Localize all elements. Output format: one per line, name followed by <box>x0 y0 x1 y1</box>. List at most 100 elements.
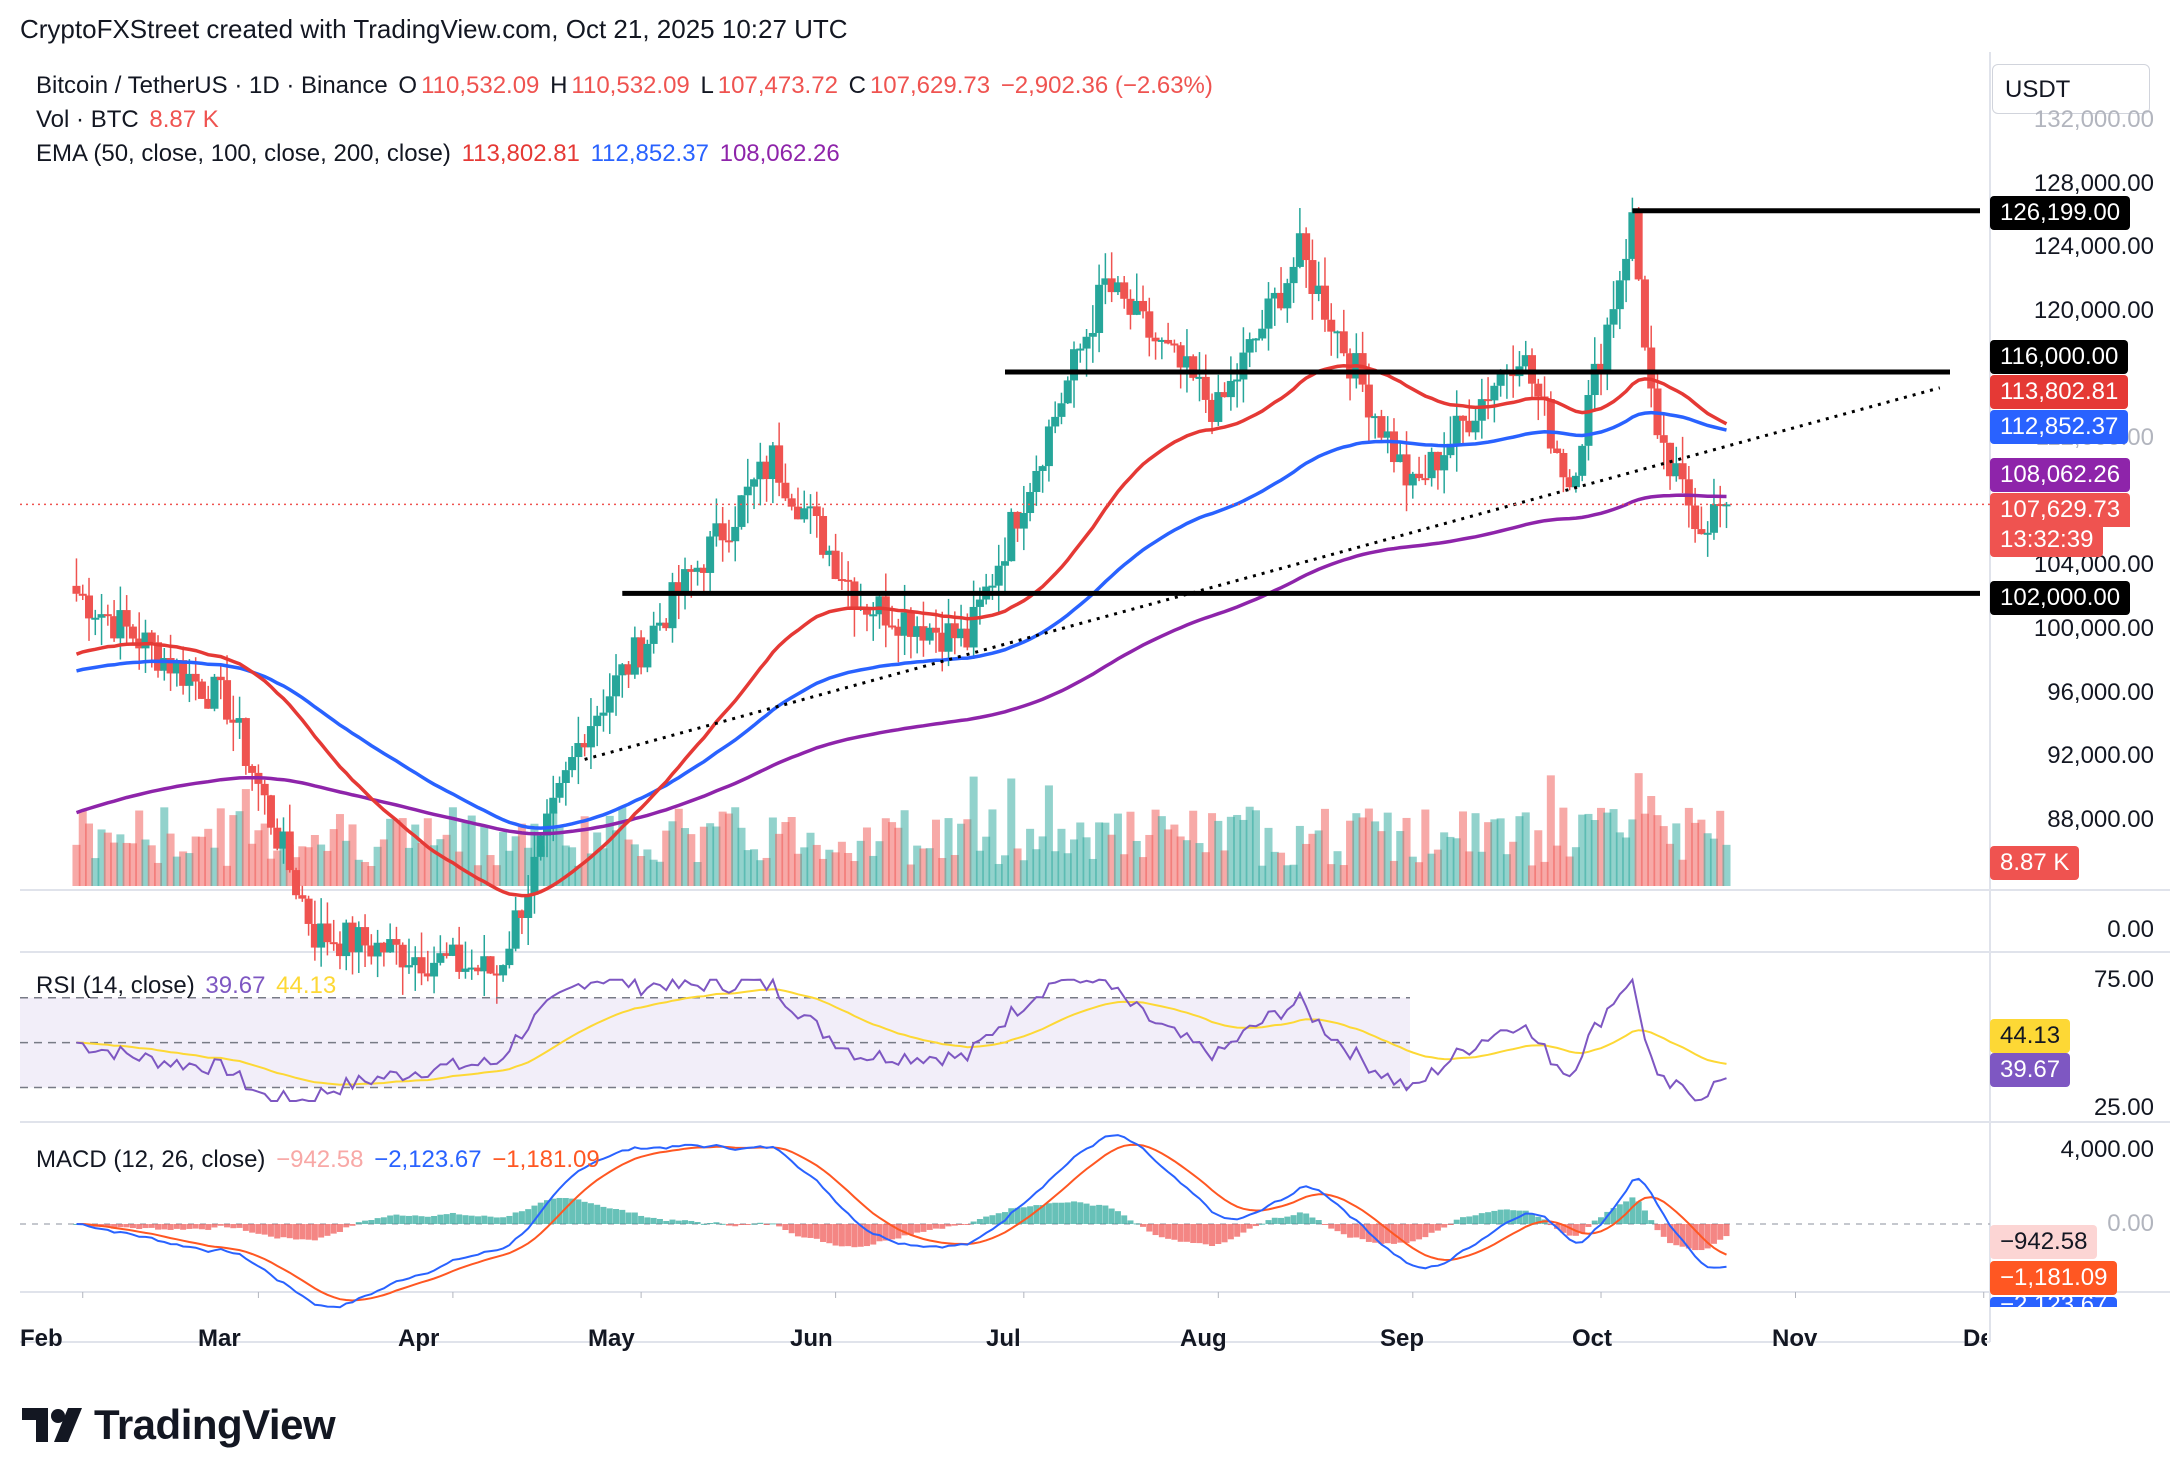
volume-bar <box>310 835 319 886</box>
candle-body <box>1120 282 1129 299</box>
candle-body <box>1239 352 1248 380</box>
volume-bar <box>706 823 715 886</box>
candle-body <box>229 719 238 723</box>
volume-bar <box>1245 806 1254 886</box>
macd-histogram-bar <box>920 1224 927 1232</box>
candle-body <box>335 943 344 957</box>
candle-body <box>430 962 439 977</box>
candle-body <box>185 673 194 686</box>
volume-bar <box>1013 848 1022 886</box>
candle-body <box>1553 448 1562 453</box>
volume-bar <box>781 822 790 886</box>
macd-histogram-bar <box>1485 1212 1492 1224</box>
macd-histogram-bar <box>1378 1224 1385 1244</box>
candle-body <box>1088 332 1097 337</box>
volume-bar <box>417 842 426 886</box>
volume-bar <box>367 865 376 886</box>
macd-histogram-bar <box>675 1220 682 1224</box>
candle-body <box>906 612 915 637</box>
volume-bar <box>643 849 652 886</box>
macd-histogram-bar <box>424 1216 431 1224</box>
macd-histogram-bar <box>518 1211 525 1224</box>
volume-bar <box>1113 813 1122 886</box>
macd-histogram-bar <box>1102 1205 1109 1224</box>
macd-histogram-bar <box>336 1224 343 1232</box>
macd-histogram-bar <box>1478 1213 1485 1224</box>
macd-histogram-bar <box>280 1224 287 1238</box>
candle-body <box>1132 300 1141 315</box>
macd-histogram-bar <box>1052 1202 1059 1224</box>
macd-histogram-bar <box>889 1224 896 1240</box>
volume-bar <box>229 815 238 886</box>
volume-bar <box>543 831 552 886</box>
macd-histogram-bar <box>826 1224 833 1244</box>
volume-bar <box>1082 837 1091 886</box>
volume-bar <box>323 850 332 886</box>
volume-bar <box>1408 856 1417 886</box>
macd-histogram-bar <box>688 1220 695 1224</box>
volume-bar <box>511 836 520 886</box>
open-label: O <box>398 72 418 99</box>
macd-histogram-bar <box>1271 1217 1278 1224</box>
candle-body <box>718 523 727 541</box>
month-label-jul: Jul <box>986 1325 1021 1352</box>
macd-histogram-bar <box>123 1224 130 1228</box>
volume-bar <box>1208 813 1217 886</box>
macd-histogram-bar <box>1535 1216 1542 1224</box>
candle-body <box>712 523 721 537</box>
volume-bar <box>1295 825 1304 886</box>
currency-selector[interactable]: USDT <box>1992 64 2150 114</box>
candle-body <box>1220 392 1229 398</box>
macd-histogram-bar <box>330 1224 337 1234</box>
volume-bar <box>1352 813 1361 886</box>
tag-level-126199: 126,199.00 <box>1990 196 2131 230</box>
candle-body <box>593 715 602 727</box>
candle-body <box>235 718 244 723</box>
candle-body <box>1277 292 1286 309</box>
candle-body <box>643 643 652 668</box>
candle-body <box>1697 529 1706 535</box>
macd-histogram-bar <box>1660 1224 1667 1237</box>
volume-bar <box>1722 844 1731 886</box>
macd-hist-value: −942.58 <box>276 1146 364 1173</box>
volume-bar <box>681 828 690 886</box>
macd-histogram-bar <box>205 1224 212 1230</box>
volume-bar <box>1107 834 1116 886</box>
candle-body <box>950 623 959 639</box>
macd-histogram-bar <box>1334 1224 1341 1232</box>
candle-body <box>825 550 834 555</box>
candle-body <box>210 676 219 709</box>
volume-bar <box>1001 855 1009 886</box>
volume-bar <box>1396 831 1405 886</box>
close-label: C <box>848 72 866 99</box>
tradingview-logo[interactable]: TradingView <box>22 1400 336 1450</box>
macd-histogram-bar <box>1165 1224 1172 1239</box>
macd-histogram-bar <box>456 1214 463 1224</box>
candle-body <box>1584 395 1593 446</box>
chart-canvas[interactable] <box>20 52 2170 1372</box>
ema-legend: EMA (50, close, 100, close, 200, close) … <box>36 140 844 168</box>
macd-histogram-bar <box>613 1209 620 1224</box>
candle-body <box>85 595 94 619</box>
macd-histogram-bar <box>1045 1203 1052 1224</box>
candle-body <box>1534 383 1543 397</box>
macd-histogram-bar <box>700 1223 707 1225</box>
volume-bar <box>191 836 200 886</box>
candle-body <box>110 616 119 639</box>
candle-body <box>436 953 445 963</box>
candle-body <box>216 676 225 681</box>
volume-bar <box>574 865 583 886</box>
volume-bar <box>1634 773 1643 886</box>
candle-body <box>1076 348 1085 351</box>
candle-body <box>116 610 125 639</box>
volume-bar <box>1320 808 1329 886</box>
candle-body <box>392 939 401 945</box>
candle-body <box>1339 331 1348 354</box>
macd-histogram-bar <box>405 1215 412 1224</box>
candle-body <box>1283 283 1292 309</box>
macd-histogram-bar <box>782 1224 789 1230</box>
macd-histogram-bar <box>1585 1224 1592 1227</box>
volume-bar <box>988 809 997 886</box>
volume-bar <box>91 858 100 886</box>
volume-bar <box>379 839 388 886</box>
